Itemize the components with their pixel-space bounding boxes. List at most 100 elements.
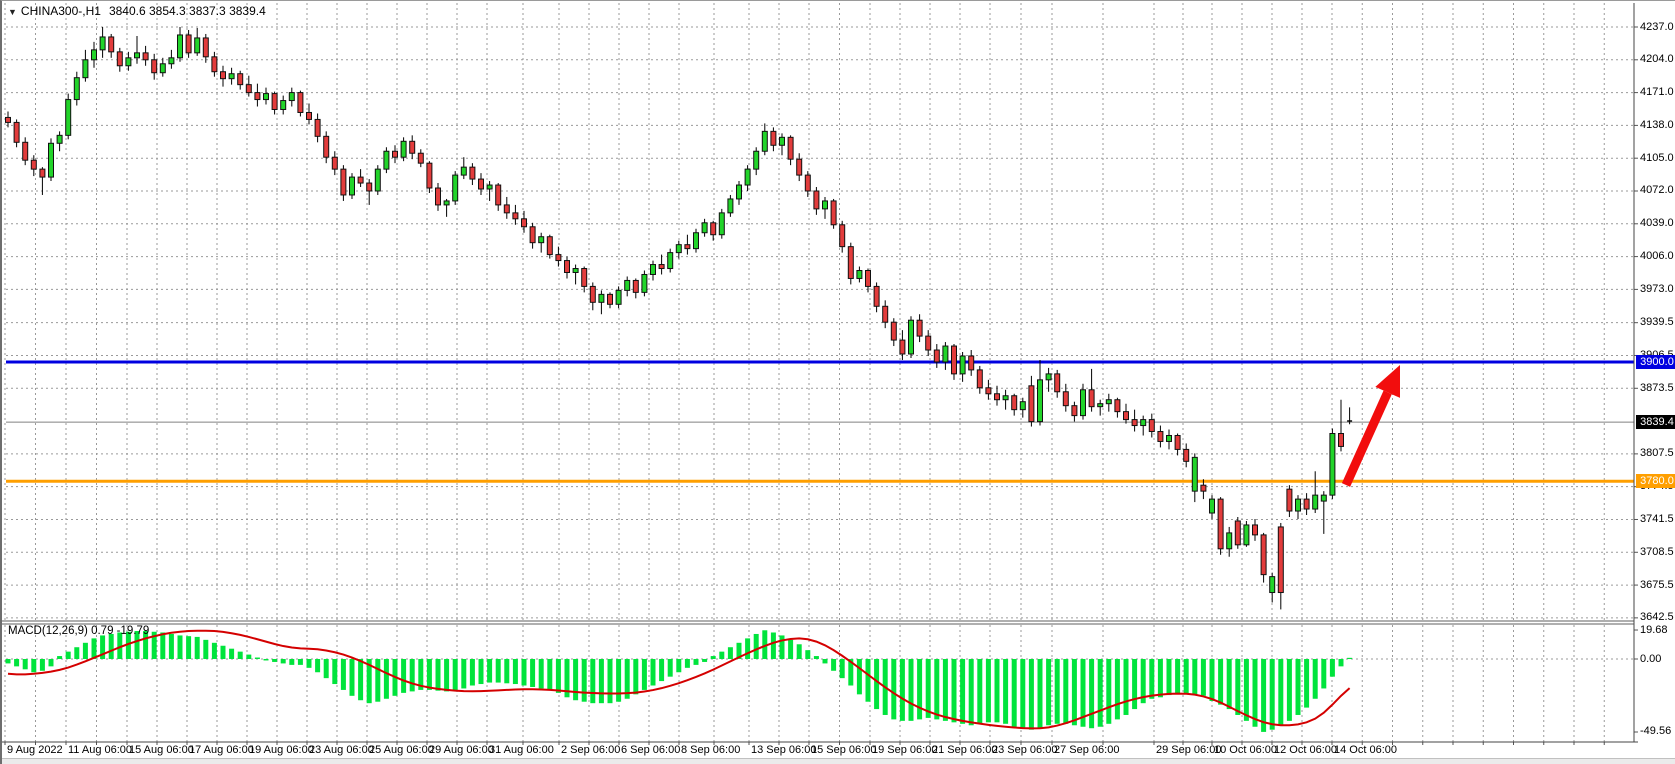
bear-candle-body (985, 387, 992, 395)
bear-candle-body (435, 187, 441, 206)
bear-candle-body (873, 285, 880, 307)
bull-candle-body (1329, 433, 1336, 496)
macd-histogram-bar (74, 647, 80, 659)
bull-candle-body (701, 222, 708, 234)
macd-histogram-bar (1071, 659, 1077, 726)
macd-histogram-bar (1097, 659, 1103, 727)
macd-histogram-bar (340, 659, 346, 690)
bull-candle-body (538, 236, 545, 244)
bear-candle-body (976, 369, 983, 389)
macd-histogram-bar (160, 632, 166, 659)
time-axis-label: 23 Aug 06:00 (309, 744, 374, 756)
macd-histogram-bar (151, 631, 157, 659)
trend-arrow-shaft[interactable] (1341, 390, 1392, 487)
price-tick-label: 4006.0 (1640, 250, 1674, 263)
macd-histogram-bar (358, 659, 364, 701)
bull-candle-body (48, 142, 54, 178)
macd-histogram-bar (805, 650, 811, 659)
trend-arrow-head[interactable] (1375, 365, 1400, 398)
macd-histogram-bar (125, 631, 131, 659)
bear-candle-body (366, 182, 373, 192)
bear-candle-body (478, 178, 484, 190)
macd-histogram-bar (48, 659, 54, 667)
macd-histogram-bar (280, 659, 286, 664)
bear-candle-body (899, 339, 906, 355)
time-axis-label: 27 Sep 06:00 (1054, 744, 1120, 756)
bear-candle-body (847, 246, 854, 279)
macd-histogram-bar (306, 659, 312, 668)
bear-candle-body (331, 156, 338, 170)
macd-histogram-bar (564, 659, 570, 698)
time-axis-label: 10 Oct 06:00 (1214, 744, 1277, 756)
macd-histogram-bar (521, 659, 527, 686)
bear-candle-body (1071, 405, 1078, 417)
macd-histogram-bar (538, 659, 544, 689)
bear-candle-body (211, 56, 218, 73)
bull-candle-body (761, 130, 768, 152)
chart-header: ▼ CHINA300-,H1 3840.6 3854.3 3837.3 3839.4 (8, 4, 266, 18)
trend-arrow-annotation[interactable] (1341, 365, 1400, 487)
macd-histogram-bar (899, 659, 905, 721)
macd-histogram-bar (1175, 659, 1181, 694)
macd-histogram-bar (418, 659, 424, 690)
price-tick-label: 4072.0 (1640, 184, 1674, 197)
bear-candle-body (1260, 534, 1267, 576)
bear-candle-body (108, 36, 115, 53)
bull-candle-body (1045, 373, 1052, 381)
bear-candle-body (555, 254, 562, 262)
macd-histogram-bar (39, 659, 45, 671)
macd-histogram-bar (1089, 659, 1095, 729)
bull-candle-body (82, 59, 89, 79)
macd-histogram-bar (487, 659, 493, 683)
macd-histogram-bar (753, 633, 759, 659)
macd-histogram-bar (719, 651, 725, 659)
resistance-price-badge: 3900.0 (1636, 354, 1675, 369)
macd-histogram-bar (667, 659, 673, 677)
bear-candle-body (1338, 433, 1344, 447)
macd-histogram-bar (710, 656, 716, 659)
bull-candle-body (194, 37, 201, 54)
macd-histogram-bar (100, 635, 106, 659)
bull-candle-body (486, 184, 493, 190)
macd-histogram-bar (65, 651, 71, 659)
bear-candle-body (770, 130, 777, 146)
price-tick-label: 3741.5 (1640, 512, 1674, 525)
bear-candle-body (564, 260, 570, 273)
macd-histogram-bar (383, 659, 389, 699)
bear-candle-body (830, 200, 837, 226)
macd-histogram-bar (1252, 659, 1258, 727)
macd-histogram-bar (1028, 659, 1034, 730)
bull-candle-body (177, 34, 183, 59)
bear-candle-body (409, 140, 416, 154)
macd-histogram-bar (1312, 659, 1318, 699)
macd-histogram-bar (874, 659, 880, 710)
bear-candle-body (1088, 389, 1095, 408)
price-tick-label: 3807.5 (1640, 447, 1674, 460)
macd-histogram-bar (5, 659, 11, 664)
window-bottom-strip (2, 758, 1675, 764)
macd-histogram-bar (951, 659, 957, 723)
macd-histogram-bar (1003, 659, 1009, 724)
macd-histogram-bar (409, 659, 415, 692)
macd-histogram-bar (727, 647, 733, 659)
symbol-dropdown-icon[interactable]: ▼ (8, 7, 17, 17)
macd-histogram-bar (1046, 659, 1052, 726)
bull-candle-body (624, 279, 631, 291)
macd-histogram-bar (478, 659, 484, 685)
bear-candle-body (1183, 448, 1190, 462)
bull-candle-body (693, 232, 699, 250)
macd-histogram-bar (272, 659, 278, 662)
bear-candle-body (220, 71, 226, 80)
macd-histogram-bar (1080, 659, 1086, 727)
macd-histogram-bar (254, 657, 260, 659)
bear-candle-body (245, 84, 252, 94)
bear-candle-body (185, 34, 192, 54)
bull-candle-body (383, 150, 390, 170)
macd-histogram-bar (547, 659, 553, 690)
bear-candle-body (1174, 434, 1181, 450)
bear-candle-body (1200, 484, 1207, 492)
macd-histogram-bar (1261, 659, 1267, 732)
bear-candle-body (503, 204, 510, 214)
bear-candle-body (916, 319, 923, 337)
